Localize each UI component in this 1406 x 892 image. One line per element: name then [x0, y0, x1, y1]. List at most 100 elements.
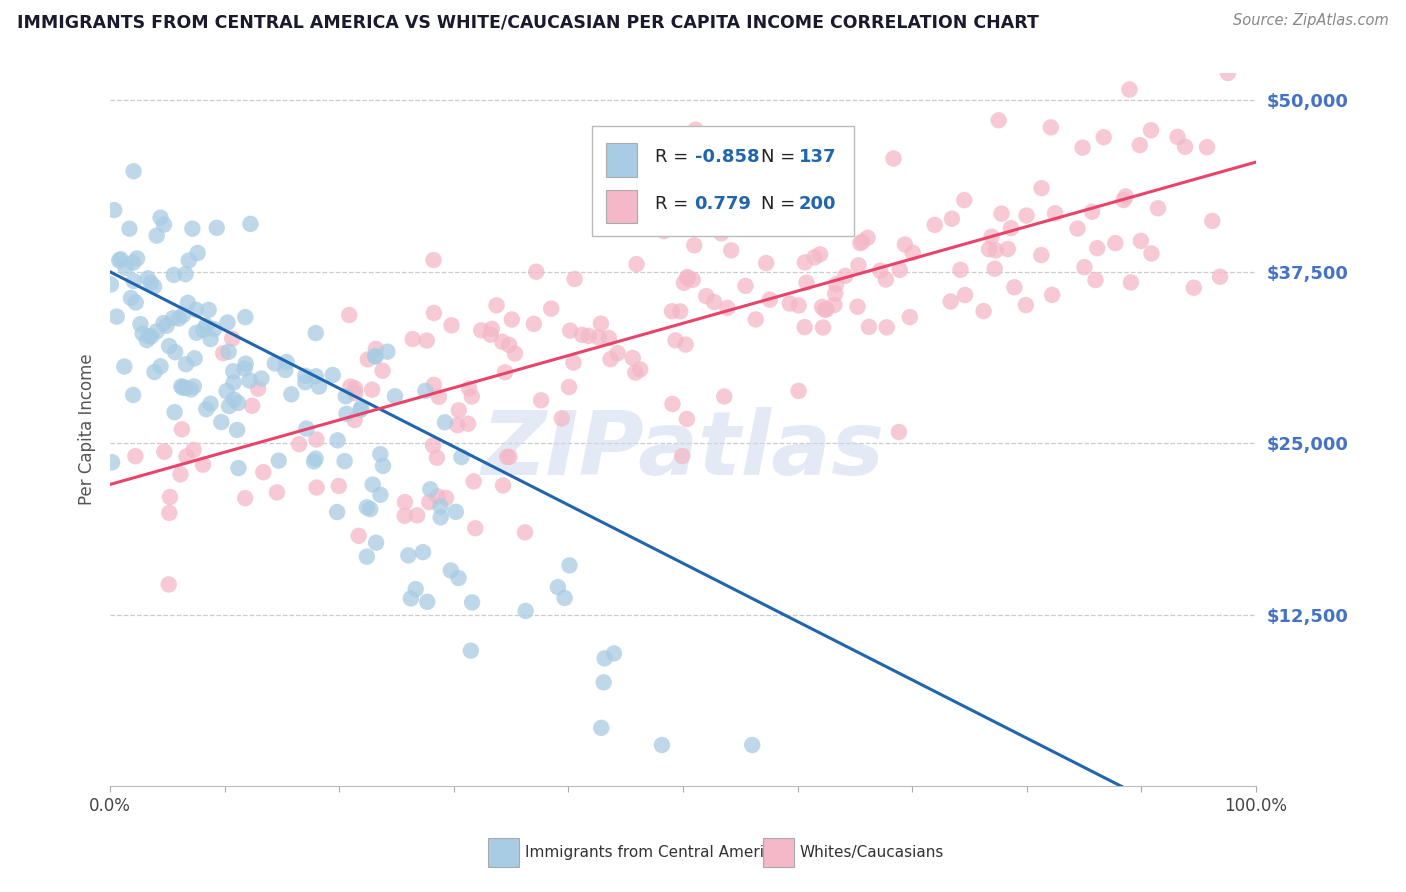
Point — [100, 277, 122, 292]
Point — [361, 477, 384, 491]
Point — [671, 449, 693, 463]
Point — [683, 238, 706, 252]
Point — [554, 591, 576, 605]
Point — [165, 345, 187, 359]
Point — [347, 529, 370, 543]
Point — [685, 122, 707, 136]
Point — [152, 316, 174, 330]
Point — [149, 211, 172, 225]
Point — [498, 338, 520, 352]
Point — [1195, 140, 1218, 154]
Point — [787, 298, 810, 312]
Point — [238, 374, 260, 388]
Point — [149, 359, 172, 374]
Point — [806, 194, 828, 209]
Point — [987, 113, 1010, 128]
Point — [138, 329, 160, 343]
Point — [460, 643, 482, 657]
Point — [869, 263, 891, 277]
Point — [305, 433, 328, 447]
Y-axis label: Per Capita Income: Per Capita Income — [79, 354, 96, 506]
Point — [1071, 141, 1094, 155]
Point — [402, 332, 425, 346]
Point — [479, 327, 502, 342]
Point — [183, 442, 205, 457]
Point — [399, 591, 422, 606]
Point — [305, 369, 328, 384]
Point — [894, 237, 917, 252]
Point — [280, 387, 302, 401]
Point — [143, 365, 166, 379]
Point — [984, 261, 1007, 276]
Point — [406, 508, 429, 523]
Point — [426, 490, 449, 504]
Point — [222, 392, 245, 407]
Point — [326, 505, 349, 519]
Point — [169, 467, 191, 482]
Point — [222, 376, 245, 390]
Point — [423, 377, 446, 392]
Point — [183, 379, 205, 393]
Point — [288, 437, 311, 451]
Point — [267, 453, 290, 467]
Point — [177, 295, 200, 310]
Point — [364, 349, 387, 363]
Text: 200: 200 — [799, 195, 837, 213]
Point — [322, 368, 344, 382]
Point — [239, 217, 262, 231]
Point — [139, 276, 162, 290]
Point — [491, 334, 513, 349]
Point — [588, 330, 610, 344]
Point — [294, 375, 316, 389]
Point — [394, 508, 416, 523]
Point — [405, 582, 427, 596]
Point — [302, 454, 325, 468]
Point — [724, 194, 747, 208]
Point — [337, 308, 360, 322]
Point — [796, 276, 818, 290]
Point — [212, 346, 235, 360]
Point — [1015, 209, 1038, 223]
Point — [824, 286, 846, 301]
Point — [415, 384, 437, 398]
Point — [371, 364, 394, 378]
Point — [755, 256, 778, 270]
Point — [357, 352, 380, 367]
Point — [218, 344, 240, 359]
Point — [1073, 260, 1095, 274]
Point — [101, 455, 124, 469]
Point — [676, 271, 699, 285]
Point — [200, 332, 222, 346]
Point — [849, 236, 872, 251]
Point — [233, 361, 256, 376]
Point — [672, 276, 695, 290]
Point — [810, 173, 832, 187]
Point — [624, 366, 647, 380]
Point — [470, 323, 492, 337]
Point — [217, 316, 239, 330]
Point — [547, 580, 569, 594]
Point — [174, 357, 197, 371]
Point — [1031, 248, 1053, 262]
Point — [446, 418, 468, 433]
Point — [695, 289, 717, 303]
Point — [105, 310, 128, 324]
Point — [112, 359, 135, 374]
Point — [997, 242, 1019, 256]
Point — [226, 423, 249, 437]
Point — [592, 675, 614, 690]
Point — [603, 647, 626, 661]
Point — [682, 273, 704, 287]
Point — [370, 447, 392, 461]
Point — [131, 326, 153, 341]
Point — [416, 595, 439, 609]
Point — [145, 228, 167, 243]
Point — [157, 506, 180, 520]
Point — [498, 450, 520, 464]
Text: Whites/Caucasians: Whites/Caucasians — [800, 846, 943, 860]
Point — [830, 182, 852, 196]
Point — [485, 298, 508, 312]
Point — [396, 549, 419, 563]
Text: IMMIGRANTS FROM CENTRAL AMERICA VS WHITE/CAUCASIAN PER CAPITA INCOME CORRELATION: IMMIGRANTS FROM CENTRAL AMERICA VS WHITE… — [17, 13, 1039, 31]
Point — [558, 558, 581, 573]
